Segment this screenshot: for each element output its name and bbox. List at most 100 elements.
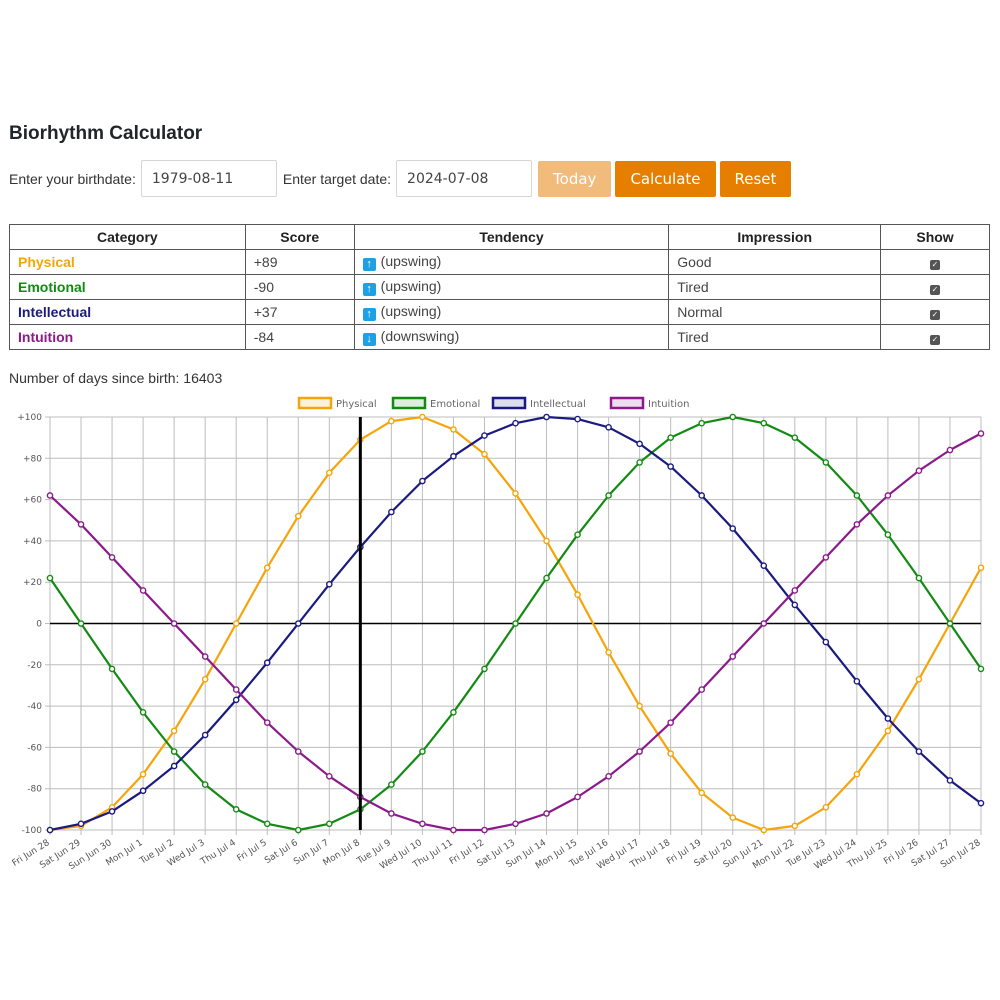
- y-tick-label: +100: [17, 413, 42, 423]
- data-point-intellectual: [108, 808, 116, 815]
- show-checkbox[interactable]: ✓: [930, 310, 941, 320]
- data-point-intellectual: [201, 731, 209, 739]
- header-tendency: Tendency: [353, 224, 670, 250]
- data-point-emotional: [884, 531, 892, 539]
- data-point-intuition: [760, 620, 768, 627]
- legend-label-emotional: Emotional: [430, 399, 480, 410]
- y-tick-label: +40: [23, 537, 42, 547]
- x-tick-label: Thu Jul 4: [198, 838, 238, 868]
- arrow-up-icon: ↑: [362, 258, 376, 271]
- data-point-physical: [915, 675, 923, 683]
- data-point-intuition: [139, 587, 147, 594]
- data-point-physical: [636, 702, 643, 710]
- data-point-physical: [139, 770, 147, 778]
- data-point-physical: [822, 803, 830, 811]
- page-title: Biorhythm Calculator: [9, 123, 203, 144]
- data-point-intuition: [388, 810, 395, 817]
- data-point-emotional: [946, 620, 954, 627]
- data-point-intellectual: [419, 477, 426, 485]
- data-point-physical: [388, 417, 395, 425]
- data-point-physical: [729, 814, 737, 821]
- data-point-intellectual: [667, 463, 674, 470]
- data-point-intellectual: [450, 452, 457, 460]
- show-checkbox[interactable]: ✓: [930, 285, 941, 295]
- birthdate-label: Enter your birthdate:: [9, 170, 136, 187]
- impression-cell: Normal: [668, 299, 882, 325]
- show-cell: ✓: [880, 274, 990, 300]
- y-tick-label: -60: [27, 743, 42, 753]
- data-point-emotional: [263, 820, 271, 828]
- data-point-emotional: [170, 748, 178, 755]
- target-date-input[interactable]: [396, 160, 533, 197]
- data-point-emotional: [822, 459, 830, 466]
- data-point-intuition: [884, 492, 892, 499]
- table-row: Physical +89 ↑ (upswing) Good ✓: [9, 249, 990, 275]
- data-point-intellectual: [605, 424, 612, 431]
- data-point-physical: [325, 469, 333, 477]
- tendency-text: (upswing): [380, 253, 442, 269]
- data-point-emotional: [574, 531, 581, 539]
- data-point-emotional: [419, 748, 426, 755]
- data-point-emotional: [791, 434, 799, 441]
- data-point-intuition: [729, 653, 737, 660]
- score-cell: -90: [244, 274, 355, 300]
- table-row: Emotional -90 ↑ (upswing) Tired ✓: [9, 274, 990, 300]
- birthdate-input[interactable]: [140, 160, 277, 197]
- data-point-intellectual: [388, 508, 395, 516]
- data-point-intuition: [698, 686, 706, 693]
- data-point-intellectual: [574, 415, 581, 423]
- data-point-emotional: [232, 806, 240, 813]
- reset-button[interactable]: Reset: [719, 160, 792, 197]
- legend-swatch-intellectual: [491, 396, 527, 410]
- data-point-intellectual: [77, 820, 85, 828]
- data-point-physical: [263, 564, 271, 572]
- data-point-intellectual: [232, 696, 240, 704]
- data-point-intellectual: [636, 440, 643, 448]
- data-point-intuition: [481, 826, 488, 834]
- data-point-intellectual: [170, 762, 178, 770]
- data-point-emotional: [46, 574, 54, 582]
- data-point-physical: [760, 826, 768, 834]
- y-tick-label: -40: [27, 702, 42, 712]
- show-checkbox[interactable]: ✓: [930, 335, 941, 345]
- data-point-emotional: [481, 665, 488, 673]
- data-point-intuition: [822, 554, 830, 561]
- header-show: Show: [880, 224, 990, 250]
- data-point-emotional: [915, 574, 923, 582]
- y-tick-label: -100: [22, 826, 43, 836]
- data-point-intuition: [201, 653, 209, 660]
- tendency-cell: ↓ (downswing): [353, 324, 670, 350]
- data-point-intuition: [853, 521, 861, 528]
- calculate-button[interactable]: Calculate: [615, 160, 716, 197]
- tendency-cell: ↑ (upswing): [353, 299, 670, 325]
- data-point-physical: [512, 490, 519, 497]
- data-point-intuition: [450, 826, 457, 834]
- data-point-emotional: [77, 620, 85, 627]
- data-point-emotional: [139, 708, 147, 716]
- data-point-intellectual: [729, 525, 737, 532]
- tendency-text: (upswing): [380, 303, 442, 319]
- data-point-emotional: [698, 419, 706, 427]
- data-point-intellectual: [46, 826, 54, 834]
- legend-label-intellectual: Intellectual: [530, 399, 586, 410]
- impression-cell: Good: [668, 249, 882, 275]
- data-point-intuition: [946, 446, 954, 454]
- data-point-intellectual: [791, 601, 799, 609]
- table-header-row: Category Score Tendency Impression Show: [9, 224, 990, 250]
- today-button[interactable]: Today: [538, 160, 612, 197]
- data-point-physical: [232, 620, 240, 627]
- category-cell: Intuition: [9, 324, 246, 350]
- data-point-intuition: [605, 773, 612, 780]
- show-checkbox[interactable]: ✓: [930, 260, 941, 270]
- score-cell: -84: [244, 324, 355, 350]
- y-tick-label: +20: [23, 578, 42, 588]
- data-point-physical: [294, 512, 302, 520]
- category-cell: Physical: [9, 249, 246, 275]
- table-row: Intuition -84 ↓ (downswing) Tired ✓: [9, 324, 990, 350]
- data-point-physical: [884, 727, 892, 735]
- data-point-intuition: [512, 820, 519, 828]
- category-cell: Emotional: [9, 274, 246, 300]
- show-cell: ✓: [880, 249, 990, 275]
- data-point-intuition: [977, 430, 985, 437]
- y-tick-label: +60: [23, 496, 42, 506]
